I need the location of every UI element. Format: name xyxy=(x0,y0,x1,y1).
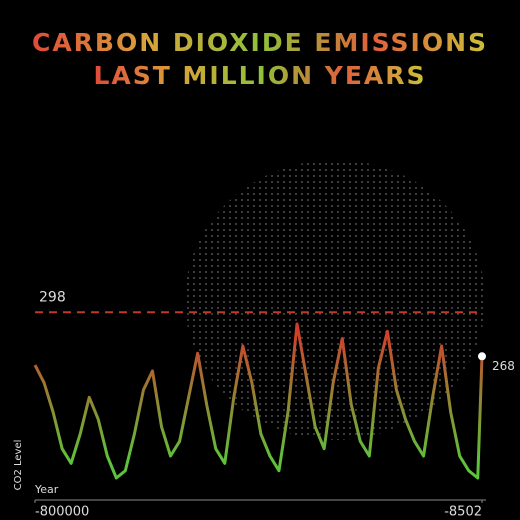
co2-line xyxy=(33,322,484,480)
x-tick-label: -8502 xyxy=(444,505,482,520)
reference-label: 298 xyxy=(39,289,66,305)
x-tick-label: -800000 xyxy=(35,505,89,520)
globe xyxy=(185,160,485,440)
chart-subtitle: LAST MILLION YEARS xyxy=(93,61,426,90)
x-axis-label: Year xyxy=(34,483,59,496)
end-value-label: 268 xyxy=(492,359,515,373)
end-marker xyxy=(478,352,486,361)
y-axis-label: CO2 Level xyxy=(13,440,24,491)
globe-dots xyxy=(185,160,485,440)
chart-title: CARBON DIOXIDE EMISSIONS xyxy=(32,28,488,57)
